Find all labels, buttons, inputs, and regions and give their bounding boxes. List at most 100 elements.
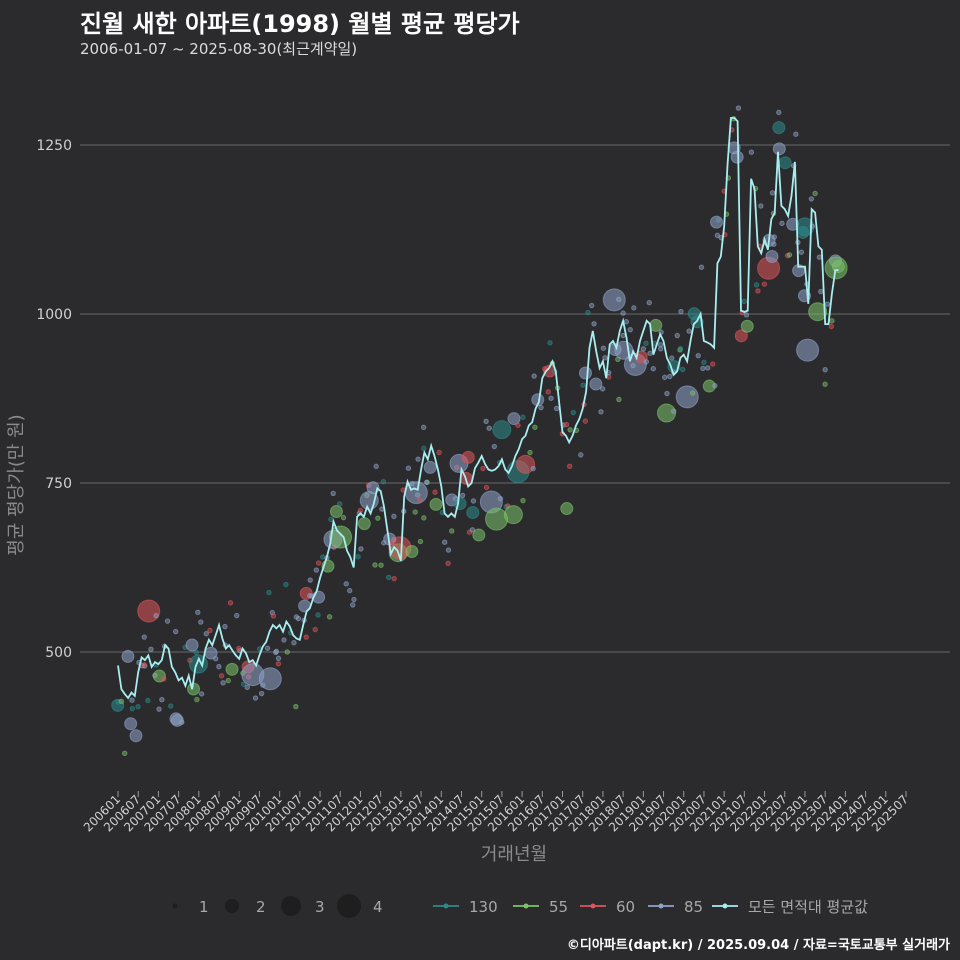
scatter-point-85 bbox=[620, 310, 626, 316]
scatter-point-85 bbox=[497, 495, 504, 502]
scatter-point-85 bbox=[141, 634, 147, 640]
series-legend-label: 130 bbox=[469, 898, 498, 916]
series-legend-label: 60 bbox=[616, 898, 635, 916]
y-tick-label: 1250 bbox=[36, 138, 72, 154]
scatter-point-85 bbox=[798, 249, 805, 255]
scatter-point-130 bbox=[319, 554, 326, 560]
scatter-point-85 bbox=[712, 383, 718, 389]
scatter-point-85 bbox=[423, 460, 437, 474]
scatter-point-85 bbox=[486, 425, 492, 431]
scatter-point-60 bbox=[445, 560, 451, 567]
scatter-point-85 bbox=[198, 619, 204, 625]
scatter-point-85 bbox=[159, 696, 165, 703]
scatter-point-85 bbox=[589, 302, 595, 309]
scatter-point-85 bbox=[273, 648, 280, 655]
scatter-point-85 bbox=[291, 640, 297, 646]
scatter-point-85 bbox=[664, 390, 670, 397]
scatter-point-85 bbox=[669, 355, 675, 361]
scatter-point-85 bbox=[121, 649, 135, 663]
scatter-point-85 bbox=[686, 328, 692, 334]
scatter-point-60 bbox=[416, 497, 423, 503]
scatter-point-85 bbox=[244, 684, 250, 690]
scatter-point-60 bbox=[582, 418, 589, 424]
scatter-point-55 bbox=[225, 677, 231, 684]
scatter-point-85 bbox=[330, 490, 336, 497]
y-tick-labels: 500 750 1000 1250 bbox=[36, 138, 72, 661]
scatter-point-60 bbox=[227, 600, 234, 606]
average-line bbox=[117, 117, 839, 700]
scatter-point-130 bbox=[778, 156, 792, 170]
scatter-point-85 bbox=[179, 719, 185, 725]
scatter-point-85 bbox=[148, 646, 154, 652]
scatter-point-85 bbox=[589, 377, 603, 391]
scatter-point-85 bbox=[415, 456, 421, 462]
scatter-point-130 bbox=[570, 409, 576, 416]
scatter-point-85 bbox=[758, 203, 764, 209]
scatter-point-60 bbox=[828, 323, 835, 330]
scatter-point-60 bbox=[755, 288, 761, 294]
scatter-point-60 bbox=[312, 626, 318, 633]
scatter-point-85 bbox=[772, 142, 786, 156]
scatter-point-55 bbox=[421, 515, 427, 521]
scatter-point-60 bbox=[483, 484, 490, 491]
scatter-point-60 bbox=[563, 421, 570, 428]
scatter-point-85 bbox=[264, 645, 271, 651]
scatter-point-60 bbox=[516, 454, 536, 474]
scatter-point-85 bbox=[808, 196, 815, 202]
scatter-point-60 bbox=[236, 645, 242, 652]
scatter-point-130 bbox=[111, 698, 125, 712]
series-legend-dot bbox=[722, 903, 728, 909]
scatter-point-55 bbox=[740, 319, 754, 333]
scatter-point-85 bbox=[735, 105, 742, 111]
scatter-point-60 bbox=[275, 661, 282, 667]
footer-credit: ©디아파트(dapt.kr) / 2025.09.04 / 자료=국토교통부 실… bbox=[566, 938, 950, 953]
scatter-point-85 bbox=[705, 365, 711, 371]
scatter-point-85 bbox=[599, 386, 606, 392]
scatter-point-55 bbox=[702, 379, 716, 393]
scatter-point-85 bbox=[647, 350, 653, 357]
size-legend-label: 3 bbox=[315, 898, 325, 916]
scatter-point-55 bbox=[808, 302, 828, 322]
scatter-point-85 bbox=[307, 577, 313, 583]
scatter-point-85 bbox=[602, 288, 626, 312]
scatter-point-85 bbox=[765, 249, 779, 263]
scatter-point-130 bbox=[753, 282, 760, 288]
scatter-point-85 bbox=[258, 690, 265, 697]
scatter-point-60 bbox=[566, 463, 573, 470]
scatter-point-85 bbox=[234, 612, 240, 619]
scatter-point-85 bbox=[156, 706, 162, 712]
scatter-point-85 bbox=[553, 405, 560, 412]
scatter-point-55 bbox=[520, 497, 526, 504]
grid-lines bbox=[80, 144, 950, 653]
scatter-point-85 bbox=[578, 366, 592, 380]
scatter-point-85 bbox=[771, 234, 778, 240]
scatter-point-55 bbox=[326, 614, 333, 620]
scatter-point-55 bbox=[329, 505, 343, 519]
scatter-point-85 bbox=[203, 631, 209, 637]
scatter-point-85 bbox=[281, 637, 287, 643]
scatter-point-85 bbox=[600, 345, 607, 351]
scatter-point-130 bbox=[677, 345, 684, 352]
scatter-point-55 bbox=[378, 562, 384, 568]
scatter-point-85 bbox=[216, 663, 222, 670]
scatter-point-85 bbox=[796, 338, 820, 362]
scatter-point-85 bbox=[483, 418, 489, 424]
scatter-point-130 bbox=[741, 298, 748, 305]
scatter-point-85 bbox=[657, 346, 664, 352]
scatter-point-85 bbox=[153, 613, 159, 619]
scatter-point-130 bbox=[421, 445, 427, 452]
series-legend-dot bbox=[658, 903, 664, 909]
scatter-point-55 bbox=[340, 514, 347, 521]
scatter-point-55 bbox=[472, 528, 486, 542]
scatter-point-130 bbox=[380, 479, 387, 485]
scatter-point-55 bbox=[375, 515, 381, 521]
scatter-point-85 bbox=[350, 602, 356, 608]
scatter-point-85 bbox=[313, 567, 320, 573]
scatter-point-55 bbox=[485, 507, 509, 531]
scatter-point-85 bbox=[643, 359, 650, 365]
scatter-point-55 bbox=[194, 696, 200, 703]
scatter-point-85 bbox=[459, 492, 466, 499]
scatter-point-85 bbox=[491, 443, 498, 450]
scatter-point-85 bbox=[674, 332, 680, 339]
scatter-point-55 bbox=[503, 505, 523, 525]
